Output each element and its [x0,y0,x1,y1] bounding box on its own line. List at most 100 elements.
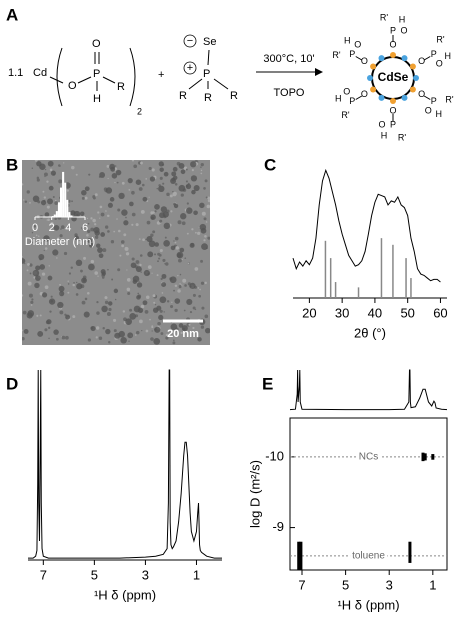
texture [75,173,78,176]
atom: Se [203,36,216,48]
ligand-atom: R' [436,35,444,45]
x-axis-label: 2θ (°) [354,325,386,340]
texture [50,295,53,298]
texture [104,300,109,305]
texture [200,281,205,285]
texture [197,231,201,235]
x-tick-label: 60 [433,305,447,320]
texture [131,190,135,195]
texture [87,229,91,233]
particle [136,282,143,288]
texture [203,239,206,242]
texture [194,267,199,271]
texture [182,278,187,283]
particle [147,251,154,258]
particle [70,210,76,216]
texture [200,172,203,175]
particle [163,222,171,230]
texture [172,341,176,345]
texture [148,196,150,198]
texture [72,315,76,319]
particle [65,314,71,320]
texture [43,249,45,252]
particle [143,269,150,277]
particle [113,288,119,294]
texture [174,241,177,244]
particle [154,326,161,333]
texture [171,301,173,303]
texture [116,181,119,184]
texture [185,180,188,183]
texture [95,336,98,339]
particle [53,225,60,231]
texture [172,190,174,193]
particle [50,170,56,176]
particle [105,187,113,194]
particle [121,209,128,216]
particle [169,276,177,284]
texture [145,295,150,300]
particle [34,282,40,289]
ligand-atom: H [435,109,442,119]
texture [44,247,48,250]
texture [31,232,34,234]
texture [118,229,121,233]
x-tick-label: 40 [368,305,382,320]
label-bg [350,550,388,562]
texture [145,329,149,333]
particle [159,296,167,304]
texture [191,228,194,231]
texture [159,309,163,313]
texture [37,235,40,237]
texture [207,236,210,240]
texture [163,311,165,313]
spectrum [28,369,222,559]
texture [59,165,61,167]
bar [51,216,54,217]
texture [97,211,100,214]
bar [70,215,73,217]
atom: Cd [33,67,47,79]
particle [109,197,115,202]
texture [99,205,103,209]
ligand-atom: O [361,89,368,99]
texture [44,328,48,332]
ligand-atom: O [418,89,425,99]
texture [164,236,167,239]
particle [58,285,65,292]
particle [114,332,121,339]
texture [107,268,109,271]
texture [131,257,135,261]
cross-peak [423,453,427,461]
texture [86,217,89,220]
texture [22,337,25,341]
particle [88,263,95,271]
panel-label: D [6,374,18,393]
texture [166,300,170,303]
texture [39,314,42,317]
particle [193,210,198,216]
plus: + [158,69,164,81]
texture [92,218,96,223]
particle [197,337,202,342]
texture [128,340,130,342]
particle [46,319,52,325]
texture [151,168,155,172]
texture [117,268,121,272]
texture [204,179,208,183]
texture [199,288,201,291]
particle [96,243,101,248]
reaction-scheme: 1.1 Cd O P O H R 2 + − Se + P R R R 300°… [8,12,454,142]
ligand-atom: H [444,51,451,61]
particle [199,202,205,209]
texture [60,228,62,230]
texture [80,269,83,273]
texture [147,265,152,270]
texture [49,168,53,172]
particle [179,247,185,253]
x-tick-label: 7 [40,567,47,582]
texture [72,283,75,287]
texture [144,309,149,314]
particle [136,295,141,300]
texture [114,298,117,301]
